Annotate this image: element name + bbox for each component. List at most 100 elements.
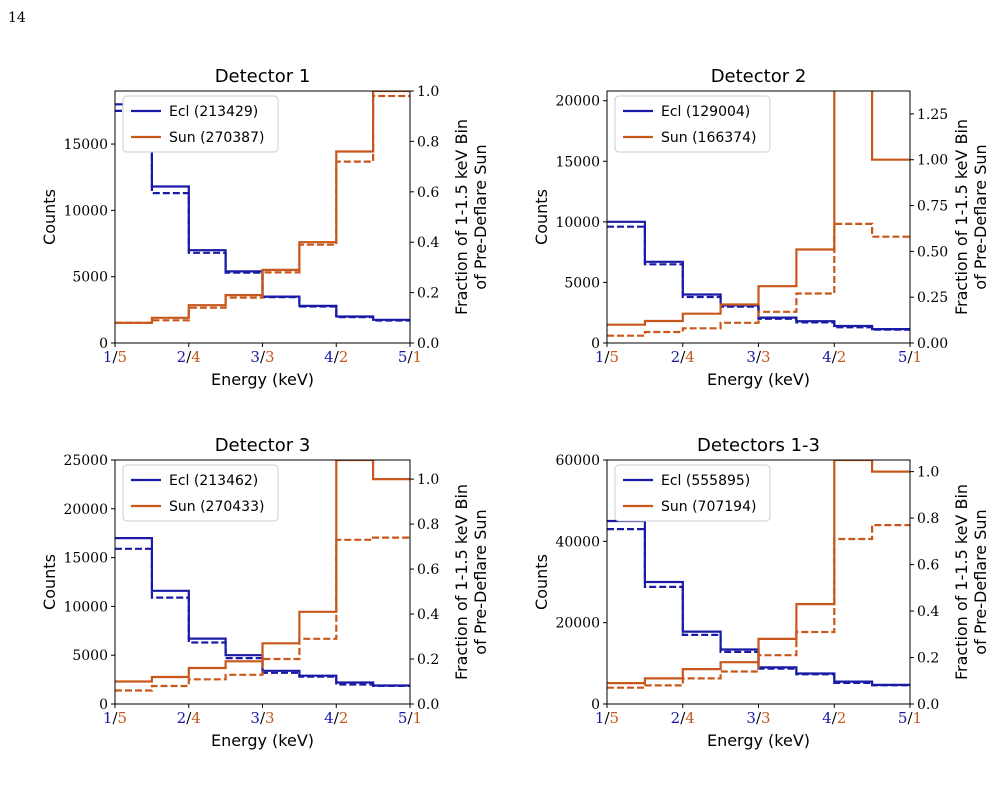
legend-ecl-label: Ecl (213462) xyxy=(169,473,258,489)
y-right-axis-label: of Pre-Deflare Sun xyxy=(971,144,990,289)
y-left-axis-label: Counts xyxy=(40,554,59,610)
x-tick-separator: / xyxy=(186,709,192,727)
x-tick-ecl-energy: 4 xyxy=(822,709,832,727)
x-tick-label: 5/1 xyxy=(398,709,422,727)
legend-sun-label: Sun (270387) xyxy=(169,130,264,146)
sun-solid-step-line xyxy=(607,460,910,685)
x-tick-label: 4/2 xyxy=(324,348,348,366)
x-tick-ecl-energy: 3 xyxy=(746,348,756,366)
y-right-axis-label: of Pre-Deflare Sun xyxy=(471,144,490,289)
y-left-tick-label: 40000 xyxy=(555,534,600,550)
legend-ecl-label: Ecl (213429) xyxy=(169,104,258,120)
panel-title: Detector 2 xyxy=(711,66,807,87)
x-tick-separator: / xyxy=(832,348,838,366)
y-left-axis-label: Counts xyxy=(532,554,551,610)
legend-box xyxy=(614,95,771,153)
x-tick-ecl-energy: 1 xyxy=(595,348,605,366)
x-tick-sun-energy: 1 xyxy=(413,348,423,366)
y-right-tick-label: 0.75 xyxy=(917,199,948,215)
x-axis-label: Energy (keV) xyxy=(211,370,314,389)
y-left-tick-label: 10000 xyxy=(63,599,108,615)
y-right-tick-label: 0.6 xyxy=(917,558,939,574)
y-left-tick-label: 25000 xyxy=(63,453,108,469)
x-tick-sun-energy: 5 xyxy=(610,709,620,727)
y-left-tick-label: 5000 xyxy=(72,270,108,286)
y-right-tick-label: 0.8 xyxy=(917,511,939,527)
x-tick-separator: / xyxy=(907,348,913,366)
y-right-tick-label: 0.0 xyxy=(917,697,939,713)
y-left-tick-label: 10000 xyxy=(63,203,108,219)
x-tick-sun-energy: 2 xyxy=(339,348,349,366)
y-left-tick-label: 60000 xyxy=(555,453,600,469)
x-tick-ecl-energy: 1 xyxy=(103,348,113,366)
y-right-tick-label: 0.4 xyxy=(917,604,939,620)
x-tick-separator: / xyxy=(334,348,340,366)
y-right-tick-label: 0.6 xyxy=(417,185,439,201)
chart-panel-2: Detector 2 0 5000 10000 15000 20000 0.00 0.25 0.… xyxy=(532,66,990,389)
x-tick-ecl-energy: 2 xyxy=(177,348,187,366)
legend-box xyxy=(614,464,771,522)
ecl-dashed-step-line xyxy=(607,225,910,331)
y-right-axis-label: Fraction of 1-1.5 keV Bin xyxy=(952,484,971,680)
x-tick-label: 4/2 xyxy=(822,348,846,366)
x-tick-sun-energy: 3 xyxy=(265,709,275,727)
y-left-tick-label: 10000 xyxy=(555,215,600,231)
y-right-tick-label: 0.0 xyxy=(417,336,439,352)
legend-ecl-label: Ecl (555895) xyxy=(661,473,750,489)
x-tick-label: 1/5 xyxy=(595,348,619,366)
x-tick-label: 2/4 xyxy=(671,348,695,366)
x-tick-label: 4/2 xyxy=(324,709,348,727)
y-right-tick-label: 1.0 xyxy=(417,472,439,488)
x-tick-separator: / xyxy=(186,348,192,366)
series-group xyxy=(607,460,910,689)
y-right-tick-label: 0.2 xyxy=(417,652,439,668)
x-tick-sun-energy: 3 xyxy=(265,348,275,366)
x-tick-sun-energy: 4 xyxy=(191,709,201,727)
y-left-tick-label: 5000 xyxy=(72,648,108,664)
y-right-tick-label: 0.00 xyxy=(917,336,948,352)
legend-sun-label: Sun (270433) xyxy=(169,499,264,515)
x-tick-ecl-energy: 4 xyxy=(324,348,334,366)
y-right-axis-label: Fraction of 1-1.5 keV Bin xyxy=(452,484,471,680)
legend-box xyxy=(122,95,279,153)
y-right-tick-label: 1.0 xyxy=(917,465,939,481)
y-left-axis-label: Counts xyxy=(40,189,59,245)
x-tick-sun-energy: 5 xyxy=(610,348,620,366)
y-left-tick-label: 20000 xyxy=(63,502,108,518)
y-left-tick-label: 0 xyxy=(99,336,108,352)
y-right-tick-label: 0.50 xyxy=(917,244,948,260)
y-left-tick-label: 0 xyxy=(591,697,600,713)
y-right-axis-label: of Pre-Deflare Sun xyxy=(971,509,990,654)
y-left-tick-label: 5000 xyxy=(564,275,600,291)
x-tick-sun-energy: 3 xyxy=(761,709,771,727)
y-left-tick-label: 20000 xyxy=(555,616,600,632)
x-tick-ecl-energy: 4 xyxy=(324,709,334,727)
y-right-tick-label: 0.0 xyxy=(417,697,439,713)
y-right-tick-label: 1.00 xyxy=(917,153,948,169)
x-tick-sun-energy: 2 xyxy=(837,709,847,727)
x-tick-sun-energy: 2 xyxy=(339,709,349,727)
chart-panel-4: Detectors 1-3 0 20000 40000 60000 0.0 0.2 0.4 0.… xyxy=(532,435,990,750)
y-right-axis-label: of Pre-Deflare Sun xyxy=(471,509,490,654)
y-right-tick-label: 0.8 xyxy=(417,134,439,150)
x-tick-separator: / xyxy=(604,348,610,366)
y-right-tick-label: 0.4 xyxy=(417,235,439,251)
x-tick-separator: / xyxy=(112,348,118,366)
x-tick-ecl-energy: 5 xyxy=(398,709,408,727)
x-axis-label: Energy (keV) xyxy=(211,731,314,750)
legend-box xyxy=(122,464,279,522)
series-group xyxy=(115,91,410,324)
sun-solid-step-line xyxy=(607,91,910,326)
x-axis-label: Energy (keV) xyxy=(707,370,810,389)
x-tick-separator: / xyxy=(756,709,762,727)
y-right-tick-label: 0.4 xyxy=(417,607,439,623)
x-tick-sun-energy: 1 xyxy=(913,348,923,366)
x-tick-sun-energy: 4 xyxy=(685,709,695,727)
legend-sun-label: Sun (707194) xyxy=(661,499,756,515)
y-right-tick-label: 1.0 xyxy=(417,84,439,100)
y-right-tick-label: 0.6 xyxy=(417,562,439,578)
x-tick-ecl-energy: 2 xyxy=(177,709,187,727)
y-left-tick-label: 15000 xyxy=(63,137,108,153)
y-right-axis-label: Fraction of 1-1.5 keV Bin xyxy=(452,119,471,315)
